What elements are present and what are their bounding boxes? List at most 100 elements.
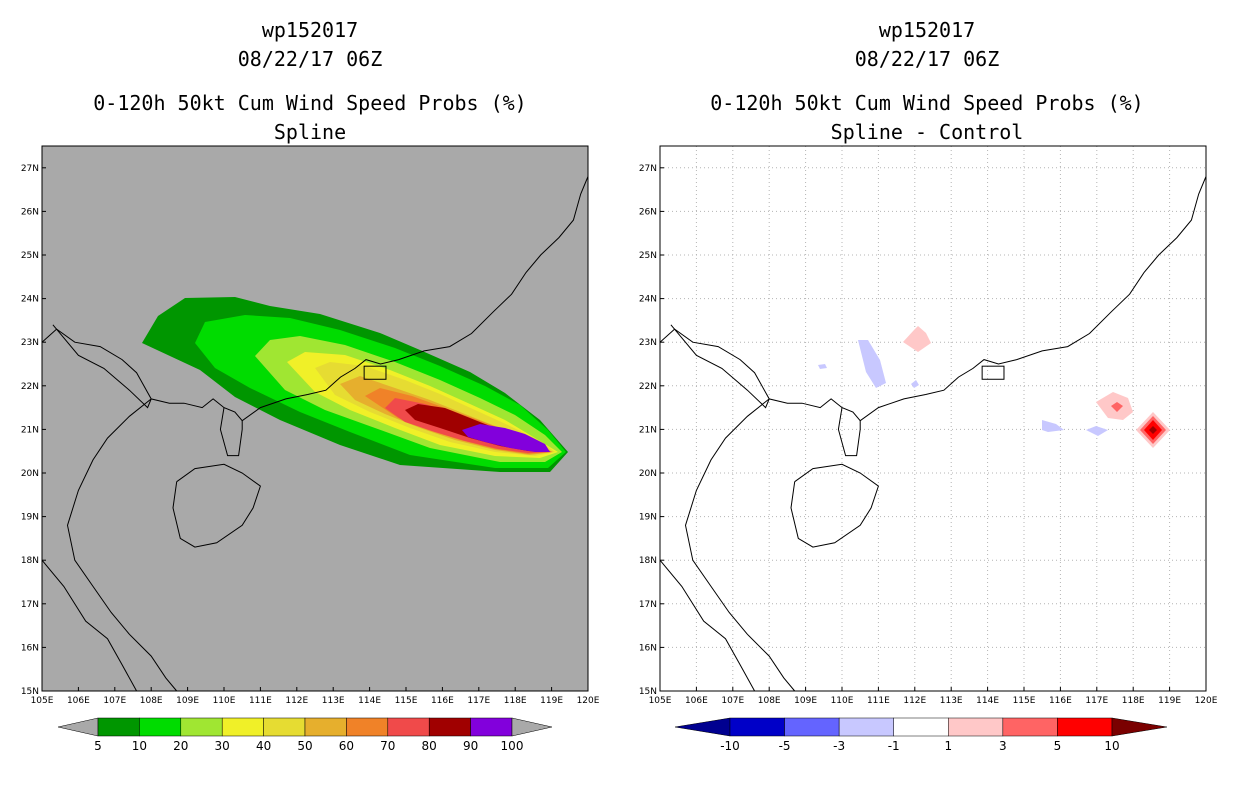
lat-tick-label: 15N (639, 687, 657, 697)
lat-tick-label: 16N (21, 643, 39, 653)
vietnam-coastline (684, 398, 796, 692)
colorbar-label: 80 (422, 739, 437, 753)
colorbar-swatch (139, 717, 182, 737)
lon-tick-label: 115E (1013, 696, 1036, 706)
lat-tick-label: 26N (639, 207, 657, 217)
colorbar-label: 40 (256, 739, 271, 753)
lon-tick-label: 120E (1195, 696, 1218, 706)
lat-tick-label: 25N (639, 251, 657, 261)
lon-tick-label: 111E (249, 696, 272, 706)
left-title-storm: wp152017 (261, 18, 359, 42)
lon-tick-label: 108E (758, 696, 781, 706)
lon-tick-label: 118E (504, 696, 527, 706)
colorbar-swatch (428, 717, 471, 737)
colorbar-swatch (948, 717, 1004, 737)
laos-border (659, 559, 756, 692)
colorbar-left-triangle (674, 717, 731, 737)
lon-tick-label: 107E (721, 696, 744, 706)
colorbar-right-triangle (1111, 717, 1168, 737)
colorbar-swatch (180, 717, 223, 737)
diff-neg-1 (858, 340, 886, 388)
colorbar-label: -3 (833, 739, 845, 753)
lon-tick-label: 116E (431, 696, 454, 706)
colorbar-swatch (470, 717, 513, 737)
colorbar-swatch (838, 717, 894, 737)
lon-tick-label: 105E (31, 696, 54, 706)
lat-tick-label: 20N (639, 469, 657, 479)
colorbar-swatch (387, 717, 430, 737)
lat-tick-label: 17N (21, 600, 39, 610)
colorbar-label: 30 (215, 739, 230, 753)
axis-ticks: 105E 106E 107E 108E 109E 110E 111E 112E 113E 114E… (21, 145, 600, 706)
lon-tick-label: 117E (467, 696, 490, 706)
lon-tick-label: 105E (649, 696, 672, 706)
diff-neg-3 (911, 380, 919, 388)
hainan-island (172, 463, 261, 548)
colorbar-label: 60 (339, 739, 354, 753)
map-frame (41, 145, 589, 692)
lat-tick-label: 23N (639, 338, 657, 348)
lon-tick-label: 112E (903, 696, 926, 706)
lon-tick-label: 119E (540, 696, 563, 706)
diff-neg-5 (1086, 426, 1108, 436)
right-title-storm: wp152017 (878, 18, 976, 42)
lat-tick-label: 22N (639, 382, 657, 392)
colorbar-left-triangle (57, 717, 99, 737)
lat-tick-label: 15N (21, 687, 39, 697)
hong-kong-box (981, 365, 1005, 380)
lat-tick-label: 22N (21, 382, 39, 392)
laos-border (41, 559, 138, 692)
lon-tick-label: 120E (577, 696, 600, 706)
lat-tick-label: 24N (21, 295, 39, 305)
colorbar-label: 100 (501, 739, 524, 753)
lon-tick-label: 109E (794, 696, 817, 706)
lon-tick-label: 114E (976, 696, 999, 706)
lat-tick-label: 19N (21, 513, 39, 523)
colorbar-swatch (221, 717, 264, 737)
colorbar-swatch (893, 717, 949, 737)
colorbar-swatch (304, 717, 347, 737)
lat-tick-label: 24N (639, 295, 657, 305)
coastline (41, 176, 589, 692)
vietnam-coastline (66, 398, 178, 692)
left-title-date: 08/22/17 06Z (237, 47, 383, 71)
lon-tick-label: 107E (103, 696, 126, 706)
lat-tick-label: 27N (639, 164, 657, 174)
right-title-product: 0-120h 50kt Cum Wind Speed Probs (%) (710, 91, 1144, 115)
lon-tick-label: 113E (322, 696, 345, 706)
lat-tick-label: 21N (21, 425, 39, 435)
left-map: 105E 106E 107E 108E 109E 110E 111E 112E 113E 114E… (21, 145, 600, 706)
colorbar-label: 20 (173, 739, 188, 753)
china-coastline (659, 176, 1207, 422)
colorbar-label: 10 (1104, 739, 1119, 753)
colorbar-swatch (1002, 717, 1058, 737)
map-frame (659, 145, 1207, 692)
lon-tick-label: 118E (1122, 696, 1145, 706)
colorbar-swatch (97, 717, 140, 737)
leizhou-peninsula (837, 407, 861, 457)
lat-tick-label: 27N (21, 164, 39, 174)
lon-tick-label: 115E (395, 696, 418, 706)
lon-tick-label: 108E (140, 696, 163, 706)
diff-pos-7 (1149, 426, 1157, 434)
right-map: 105E 106E 107E 108E 109E 110E 111E 112E 113E 114E… (639, 145, 1218, 706)
right-colorbar: -10 -5 -3 -1 1 3 5 10 (674, 717, 1168, 753)
colorbar-swatch (346, 717, 389, 737)
diff-pos-1 (903, 326, 931, 352)
lon-tick-label: 111E (867, 696, 890, 706)
lon-tick-label: 114E (358, 696, 381, 706)
difference-contours (818, 326, 1170, 448)
left-title-product: 0-120h 50kt Cum Wind Speed Probs (%) (93, 91, 527, 115)
lon-tick-label: 117E (1085, 696, 1108, 706)
lat-tick-label: 25N (21, 251, 39, 261)
lon-tick-label: 109E (176, 696, 199, 706)
diff-neg-2 (818, 364, 827, 369)
colorbar-swatch (263, 717, 306, 737)
colorbar-label: -10 (720, 739, 740, 753)
diff-pos-3 (1111, 402, 1123, 412)
colorbar-label: 3 (999, 739, 1007, 753)
hainan-island (790, 463, 879, 548)
lon-tick-label: 119E (1158, 696, 1181, 706)
colorbar-right-triangle (511, 717, 553, 737)
lon-tick-label: 113E (940, 696, 963, 706)
